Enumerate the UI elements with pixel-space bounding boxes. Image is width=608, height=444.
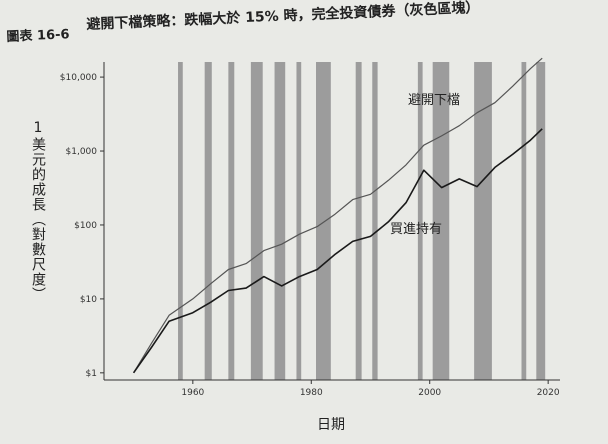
x-tick-label-2: 2000: [418, 388, 441, 398]
shaded-period-3: [250, 62, 263, 380]
shaded-periods: [178, 62, 546, 380]
y-tick-label-3: $1,000: [66, 147, 98, 157]
series-lines: [132, 57, 543, 374]
shaded-period-4: [274, 62, 286, 380]
shaded-period-12: [521, 62, 527, 380]
shaded-period-7: [355, 62, 362, 380]
y-axis-label: 1美元的成長（對數尺度）: [30, 120, 46, 302]
x-axis-label: 日期: [317, 417, 345, 433]
shaded-period-11: [474, 62, 492, 380]
shaded-period-5: [296, 62, 302, 380]
shaded-period-9: [417, 62, 423, 380]
shaded-period-0: [178, 62, 183, 380]
shaded-period-6: [316, 62, 331, 380]
shaded-period-10: [432, 62, 450, 380]
series-line-1: [132, 128, 543, 374]
shaded-period-13: [536, 62, 546, 380]
series-line-0: [133, 57, 543, 374]
x-tick-label-1: 1980: [300, 388, 323, 398]
y-tick-label-1: $10: [80, 295, 97, 305]
y-tick-label-0: $1: [86, 369, 97, 379]
x-tick-label-3: 2020: [537, 388, 560, 398]
series-label-1: 買進持有: [390, 222, 442, 237]
shaded-period-8: [372, 62, 378, 380]
y-tick-label-4: $10,000: [60, 73, 97, 83]
shaded-period-1: [204, 62, 212, 380]
axes: $1 $10 $100 $1,000 $10,000 1960 1980 2000 2020: [60, 62, 560, 398]
x-tick-label-0: 1960: [181, 388, 204, 398]
y-tick-label-2: $100: [74, 221, 97, 231]
series-label-0: 避開下檔: [408, 93, 460, 108]
shaded-period-2: [228, 62, 235, 380]
